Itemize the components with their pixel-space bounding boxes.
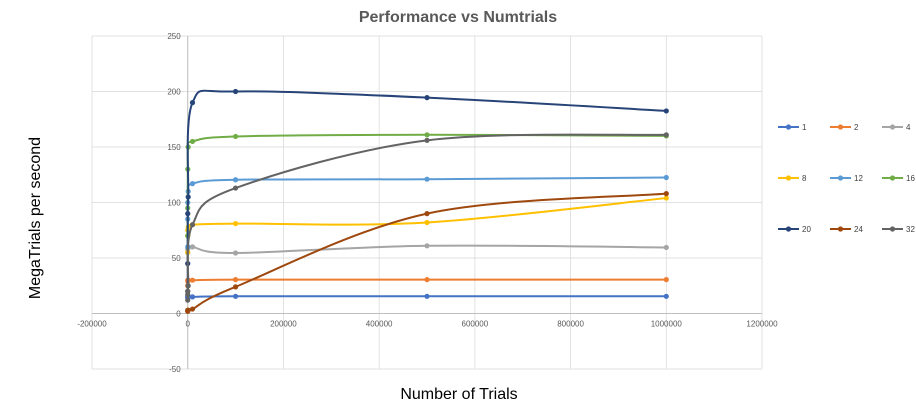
x-tick-label: 1000000 — [651, 320, 683, 329]
legend-marker — [889, 175, 896, 181]
data-point — [232, 133, 239, 140]
legend-label: 24 — [854, 225, 863, 234]
data-point — [185, 194, 191, 200]
legend-item: 2 — [830, 123, 859, 132]
legend-marker — [837, 226, 844, 232]
data-point — [663, 195, 669, 201]
legend-label: 1 — [802, 123, 807, 132]
data-point — [185, 283, 191, 289]
data-point — [424, 293, 430, 299]
y-axis-title: MegaTrials per second — [27, 137, 44, 299]
legend-label: 12 — [854, 174, 863, 183]
data-point — [185, 297, 191, 303]
axes: -200000 0 200000 400000 600000 800000 1000000 1… — [77, 32, 778, 374]
data-point — [189, 181, 196, 187]
data-point — [424, 137, 430, 143]
legend-item: 16 — [882, 174, 915, 183]
legend-label: 4 — [906, 123, 911, 132]
data-point — [185, 307, 191, 313]
x-tick-label: 200000 — [270, 320, 297, 329]
data-point — [232, 88, 239, 95]
legend-marker — [889, 226, 896, 232]
data-point — [189, 100, 196, 106]
legend-marker — [837, 175, 844, 181]
legend-item: 4 — [882, 123, 911, 132]
x-tick-label: 600000 — [462, 320, 489, 329]
series-group — [185, 88, 669, 314]
legend-label: 8 — [802, 174, 807, 183]
y-tick-label: 150 — [167, 143, 181, 152]
series-2 — [185, 277, 669, 289]
data-point — [424, 243, 430, 249]
data-point — [185, 288, 191, 294]
legend-label: 2 — [854, 123, 859, 132]
legend-label: 32 — [906, 225, 915, 234]
data-point — [663, 108, 669, 114]
series-line — [186, 89, 667, 292]
x-tick-label: 0 — [185, 320, 190, 329]
legend-item: 1 — [778, 123, 807, 132]
data-point — [189, 138, 196, 145]
data-point — [189, 294, 196, 300]
y-tick-label: 100 — [167, 199, 181, 208]
y-tick-label: 0 — [176, 310, 181, 319]
x-tick-label: -200000 — [77, 320, 107, 329]
data-point — [189, 222, 196, 228]
x-axis-title: Number of Trials — [400, 386, 517, 403]
data-point — [424, 95, 430, 101]
data-point — [663, 293, 669, 299]
data-point — [189, 277, 196, 283]
y-tick-label: -50 — [169, 365, 181, 374]
y-tick-label: 200 — [167, 88, 181, 97]
data-point — [663, 277, 669, 283]
series-24 — [185, 191, 669, 314]
data-point — [663, 132, 669, 138]
data-point — [424, 132, 430, 138]
legend-marker — [785, 175, 792, 181]
data-point — [232, 250, 239, 256]
data-point — [424, 211, 430, 217]
legend-item: 32 — [882, 225, 915, 234]
y-tick-label: 50 — [172, 254, 181, 263]
data-point — [232, 284, 239, 290]
series-4 — [185, 243, 669, 267]
data-point — [663, 244, 669, 251]
legend-label: 16 — [906, 174, 915, 183]
legend-label: 20 — [802, 225, 811, 234]
legend-item: 20 — [778, 225, 811, 234]
data-point — [189, 306, 196, 312]
data-point — [232, 185, 239, 191]
data-point — [663, 191, 669, 197]
data-point — [232, 277, 239, 283]
data-point — [232, 293, 239, 299]
legend-item: 24 — [830, 225, 863, 234]
legend-marker — [785, 124, 792, 130]
y-tick-label: 250 — [167, 32, 181, 41]
data-point — [663, 174, 669, 181]
data-point — [424, 176, 430, 182]
series-1 — [185, 293, 669, 301]
data-point — [189, 244, 196, 250]
series-line — [186, 133, 667, 301]
legend-marker — [837, 124, 844, 130]
legend-item: 12 — [830, 174, 863, 183]
series-32 — [185, 132, 669, 303]
legend-item: 8 — [778, 174, 807, 183]
data-point — [424, 219, 430, 226]
series-20 — [185, 88, 669, 294]
data-point — [424, 277, 430, 283]
data-point — [185, 211, 191, 217]
x-tick-label: 400000 — [366, 320, 393, 329]
x-tick-label: 1200000 — [746, 320, 778, 329]
data-point — [232, 220, 239, 227]
legend-marker — [889, 124, 896, 130]
x-tick-label: 800000 — [557, 320, 584, 329]
data-point — [232, 177, 239, 183]
legend-marker — [785, 226, 792, 232]
chart-title: Performance vs Numtrials — [359, 9, 557, 26]
